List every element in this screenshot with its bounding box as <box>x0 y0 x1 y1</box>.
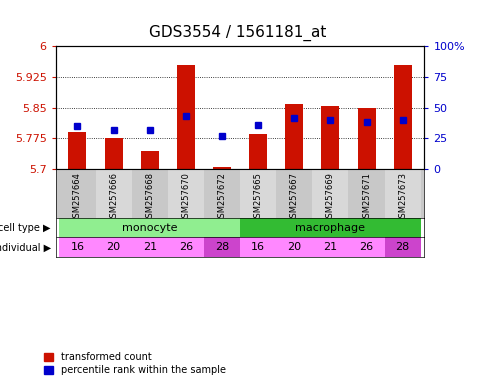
Text: 16: 16 <box>70 242 84 252</box>
Bar <box>95 169 131 218</box>
Bar <box>59 237 95 257</box>
Bar <box>276 169 312 218</box>
Bar <box>312 169 348 218</box>
Text: GSM257671: GSM257671 <box>362 172 370 223</box>
Bar <box>321 106 339 169</box>
Bar <box>393 65 411 169</box>
Text: macrophage: macrophage <box>295 223 364 233</box>
Bar <box>59 218 240 237</box>
Bar <box>105 139 122 169</box>
Text: 20: 20 <box>106 242 121 252</box>
Bar <box>357 108 375 169</box>
Bar <box>95 237 131 257</box>
Bar <box>384 169 420 218</box>
Bar <box>212 167 230 169</box>
Text: GDS3554 / 1561181_at: GDS3554 / 1561181_at <box>149 25 326 41</box>
Text: GSM257667: GSM257667 <box>289 172 298 223</box>
Bar <box>131 169 167 218</box>
Bar <box>249 134 267 169</box>
Text: GSM257670: GSM257670 <box>181 172 190 223</box>
Text: individual ▶: individual ▶ <box>0 242 51 252</box>
Text: GSM257672: GSM257672 <box>217 172 226 223</box>
Bar <box>240 218 420 237</box>
Text: 20: 20 <box>287 242 301 252</box>
Text: 26: 26 <box>359 242 373 252</box>
Text: 21: 21 <box>142 242 156 252</box>
Bar <box>285 104 302 169</box>
Text: 26: 26 <box>179 242 193 252</box>
Bar <box>59 169 95 218</box>
Bar <box>348 237 384 257</box>
Bar <box>167 237 203 257</box>
Bar <box>348 169 384 218</box>
Bar <box>276 237 312 257</box>
Bar <box>140 151 158 169</box>
Text: 16: 16 <box>251 242 265 252</box>
Bar <box>312 237 348 257</box>
Text: GSM257668: GSM257668 <box>145 172 154 223</box>
Bar <box>131 237 167 257</box>
Text: GSM257673: GSM257673 <box>397 172 407 223</box>
Text: 28: 28 <box>214 242 228 252</box>
Text: GSM257666: GSM257666 <box>109 172 118 223</box>
Bar <box>167 169 203 218</box>
Text: GSM257665: GSM257665 <box>253 172 262 223</box>
Text: cell type ▶: cell type ▶ <box>0 223 51 233</box>
Bar <box>203 169 240 218</box>
Bar <box>384 237 420 257</box>
Bar <box>240 169 276 218</box>
Legend: transformed count, percentile rank within the sample: transformed count, percentile rank withi… <box>44 353 226 375</box>
Text: GSM257664: GSM257664 <box>73 172 82 223</box>
Text: monocyte: monocyte <box>122 223 177 233</box>
Text: 21: 21 <box>323 242 337 252</box>
Bar <box>68 132 86 169</box>
Bar <box>177 65 195 169</box>
Bar <box>240 237 276 257</box>
Bar <box>203 237 240 257</box>
Text: 28: 28 <box>395 242 409 252</box>
Text: GSM257669: GSM257669 <box>325 172 334 223</box>
